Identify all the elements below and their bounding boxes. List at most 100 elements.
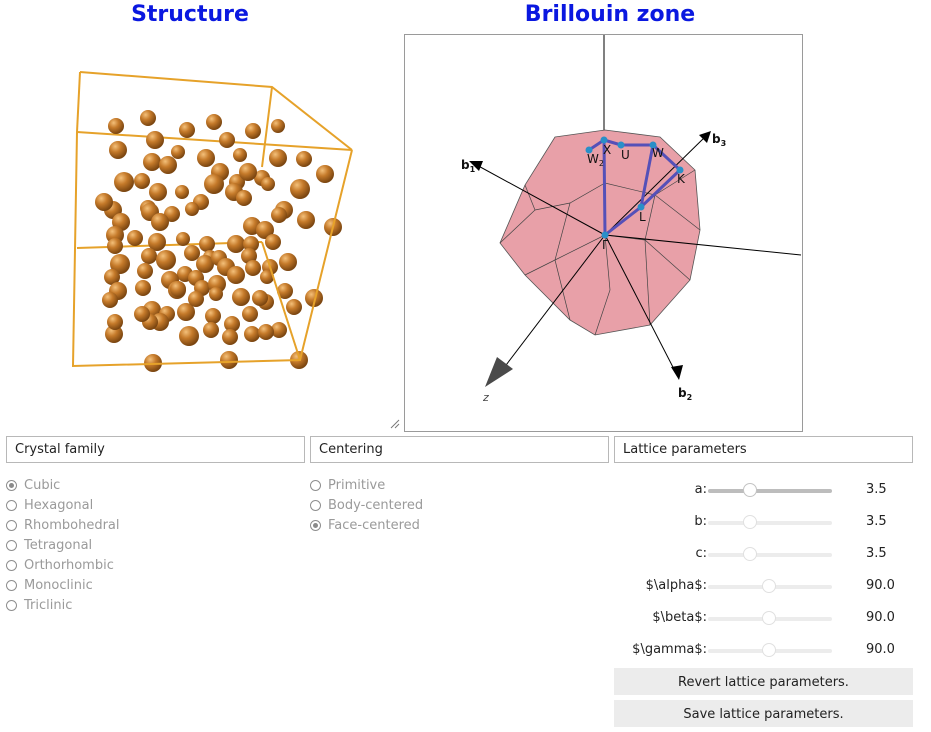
- radio-button[interactable]: [6, 539, 17, 551]
- slider-value: 3.5: [866, 546, 887, 561]
- atom: [205, 308, 221, 324]
- atom: [140, 110, 156, 126]
- atom: [199, 236, 215, 252]
- atom: [261, 177, 275, 191]
- atom: [146, 131, 164, 149]
- kpoint-gamma-label: Γ: [602, 238, 609, 252]
- centering-option-body-centered[interactable]: Body-centered: [310, 495, 423, 515]
- atom: [134, 173, 150, 189]
- option-label: Rhombohedral: [24, 517, 120, 533]
- atom: [260, 270, 274, 284]
- atom: [256, 221, 274, 239]
- b1-arrowhead: [469, 161, 483, 171]
- crystal-family-option-cubic[interactable]: Cubic: [6, 475, 120, 495]
- slider-alpha: $\alpha$: 90.0: [614, 575, 913, 597]
- atom: [296, 151, 312, 167]
- crystal-family-option-rhombohedral[interactable]: Rhombohedral: [6, 515, 120, 535]
- centering-header: Centering: [310, 436, 609, 463]
- slider-handle[interactable]: [762, 611, 776, 625]
- atom: [171, 145, 185, 159]
- atom: [219, 132, 235, 148]
- slider-value: 3.5: [866, 514, 887, 529]
- radio-button[interactable]: [6, 559, 17, 571]
- slider-b: b: 3.5: [614, 511, 913, 533]
- atom: [286, 299, 302, 315]
- atom: [271, 322, 287, 338]
- crystal-family-option-triclinic[interactable]: Triclinic: [6, 595, 120, 615]
- crystal-family-option-hexagonal[interactable]: Hexagonal: [6, 495, 120, 515]
- b3-arrowhead: [699, 131, 711, 143]
- atom: [265, 234, 281, 250]
- kpoint-L-label: L: [639, 210, 646, 224]
- revert-lattice-button[interactable]: Revert lattice parameters.: [614, 668, 913, 695]
- radio-button[interactable]: [6, 499, 17, 511]
- slider-label: c:: [695, 546, 707, 561]
- crystal-family-option-tetragonal[interactable]: Tetragonal: [6, 535, 120, 555]
- atom: [110, 254, 130, 274]
- brillouin-zone-title: Brillouin zone: [524, 2, 696, 27]
- atom: [227, 235, 245, 253]
- slider-track[interactable]: [708, 553, 832, 557]
- atom: [184, 245, 200, 261]
- centering-option-face-centered[interactable]: Face-centered: [310, 515, 423, 535]
- kpoint-X-label: X: [603, 143, 611, 157]
- radio-button[interactable]: [310, 499, 321, 511]
- atom: [222, 329, 238, 345]
- atom: [271, 207, 287, 223]
- atom: [137, 263, 153, 279]
- z-arrowhead: [485, 357, 513, 387]
- option-label: Orthorhombic: [24, 557, 114, 573]
- resize-handle[interactable]: [390, 419, 400, 429]
- z-axis-label: z: [482, 391, 489, 404]
- kpoint-K-label: K: [677, 172, 686, 186]
- atom: [149, 183, 167, 201]
- slider-track[interactable]: [708, 521, 832, 525]
- slider-handle[interactable]: [743, 547, 757, 561]
- radio-button[interactable]: [6, 479, 17, 491]
- option-label: Triclinic: [24, 597, 73, 613]
- slider-handle[interactable]: [743, 483, 757, 497]
- option-label: Hexagonal: [24, 497, 94, 513]
- atom: [245, 123, 261, 139]
- atom: [203, 322, 219, 338]
- slider-track[interactable]: [708, 489, 832, 493]
- slider-handle[interactable]: [762, 643, 776, 657]
- save-lattice-button[interactable]: Save lattice parameters.: [614, 700, 913, 727]
- option-label: Cubic: [24, 477, 61, 493]
- atom: [177, 303, 195, 321]
- atom: [134, 306, 150, 322]
- slider-handle[interactable]: [743, 515, 757, 529]
- slider-value: 90.0: [866, 642, 895, 657]
- kpoint-W2-label: W2: [587, 152, 604, 168]
- radio-button[interactable]: [6, 579, 17, 591]
- atom: [107, 314, 123, 330]
- crystal-family-option-orthorhombic[interactable]: Orthorhombic: [6, 555, 120, 575]
- atom: [297, 211, 315, 229]
- slider-a: a: 3.5: [614, 479, 913, 501]
- kpoint-W-label: W: [652, 146, 664, 160]
- brillouin-zone-viewer[interactable]: b1 b2 b3 z X U W W2 K L Γ: [404, 34, 803, 432]
- atom: [175, 185, 189, 199]
- b1-label: b1: [461, 158, 476, 174]
- crystal-family-header: Crystal family: [6, 436, 305, 463]
- radio-button[interactable]: [6, 599, 17, 611]
- centering-option-primitive[interactable]: Primitive: [310, 475, 423, 495]
- b2-label: b2: [678, 386, 692, 402]
- slider-value: 90.0: [866, 578, 895, 593]
- atom: [188, 291, 204, 307]
- slider-label: a:: [694, 482, 707, 497]
- atom: [127, 230, 143, 246]
- atom: [170, 281, 186, 297]
- atom: [109, 141, 127, 159]
- atom: [108, 118, 124, 134]
- slider-handle[interactable]: [762, 579, 776, 593]
- atom: [305, 289, 323, 307]
- structure-title: Structure: [131, 2, 249, 27]
- radio-button[interactable]: [310, 519, 321, 531]
- radio-button[interactable]: [310, 479, 321, 491]
- radio-button[interactable]: [6, 519, 17, 531]
- atom: [104, 269, 120, 285]
- structure-viewer[interactable]: [0, 32, 400, 432]
- atom: [102, 292, 118, 308]
- crystal-family-option-monoclinic[interactable]: Monoclinic: [6, 575, 120, 595]
